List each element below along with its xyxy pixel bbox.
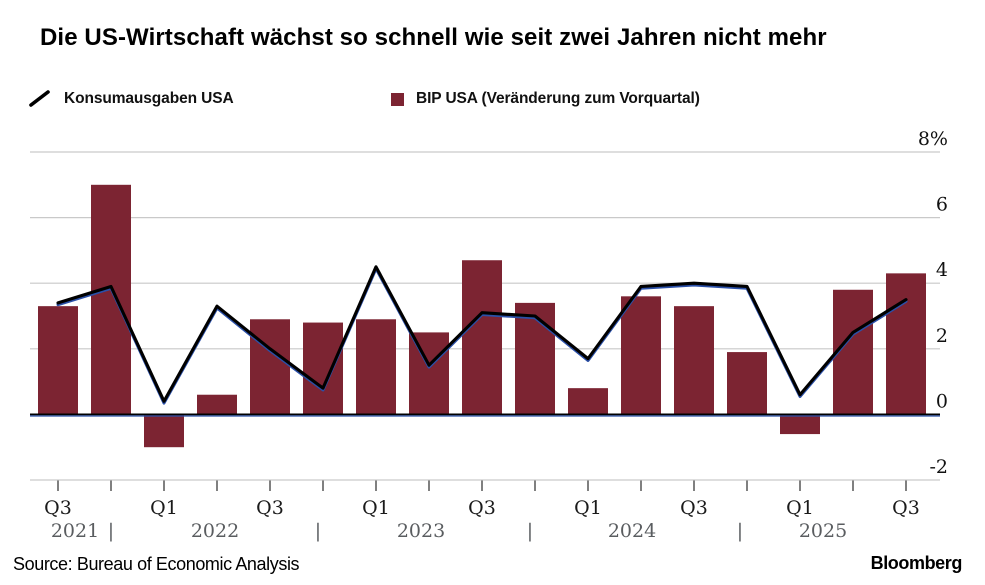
consumption-line-path <box>56 265 908 403</box>
quarter-label: Q1 <box>574 497 602 519</box>
quarter-label: Q1 <box>150 497 178 519</box>
gdp-bar <box>780 414 820 435</box>
gdp-bars <box>38 184 926 448</box>
year-label: 2024 <box>608 520 656 542</box>
quarter-label: Q3 <box>468 497 496 519</box>
legend-label-konsumausgaben: Konsumausgaben USA <box>64 90 234 107</box>
y-tick-label: 6 <box>936 194 948 216</box>
zero-axis <box>30 413 940 417</box>
year-separator: | <box>315 520 321 542</box>
year-separator: | <box>737 520 743 542</box>
x-axis-ticks <box>57 480 907 491</box>
y-tick-label: 8% <box>918 128 948 150</box>
year-separator: | <box>108 520 114 542</box>
gdp-bar <box>356 319 396 415</box>
bloomberg-logo: Bloomberg <box>870 553 963 573</box>
gdp-bar <box>197 394 237 415</box>
chart-title: Die US-Wirtschaft wächst so schnell wie … <box>40 24 827 51</box>
legend-label-bip: BIP USA (Veränderung zum Vorquartal) <box>416 90 700 107</box>
quarter-label: Q3 <box>892 497 920 519</box>
y-tick-label: 4 <box>936 259 948 281</box>
gdp-bar <box>886 273 926 415</box>
gdp-bar <box>621 296 661 415</box>
quarter-label: Q3 <box>256 497 284 519</box>
gdp-bar <box>250 319 290 415</box>
line-series-icon <box>29 90 50 107</box>
gdp-bar <box>303 322 343 415</box>
gdp-bar <box>674 306 714 415</box>
quarter-label: Q1 <box>786 497 814 519</box>
gdp-bar <box>568 388 608 415</box>
source-note: Source: Bureau of Economic Analysis <box>13 554 300 574</box>
gdp-bar <box>38 306 78 415</box>
gdp-bar <box>91 184 131 415</box>
year-separator: | <box>527 520 533 542</box>
gdp-bar <box>462 260 502 415</box>
bar-series-icon <box>391 92 404 106</box>
gdp-bar <box>409 332 449 415</box>
quarter-label: Q1 <box>362 497 390 519</box>
gdp-bar <box>515 302 555 415</box>
gdp-bar <box>144 414 184 448</box>
year-label: 2023 <box>397 520 445 542</box>
quarter-label: Q3 <box>680 497 708 519</box>
consumption-line <box>56 265 908 405</box>
legend-item-bip: BIP USA (Veränderung zum Vorquartal) <box>391 89 700 109</box>
year-label: 2021 <box>51 520 99 542</box>
quarter-label: Q3 <box>44 497 72 519</box>
year-label: 2022 <box>191 520 239 542</box>
gdp-bar <box>727 352 767 415</box>
y-tick-label: 0 <box>936 390 948 412</box>
y-tick-label: -2 <box>929 456 948 478</box>
legend-item-konsumausgaben: Konsumausgaben USA <box>28 89 234 109</box>
year-label: 2025 <box>799 520 847 542</box>
y-tick-label: 2 <box>936 325 948 347</box>
